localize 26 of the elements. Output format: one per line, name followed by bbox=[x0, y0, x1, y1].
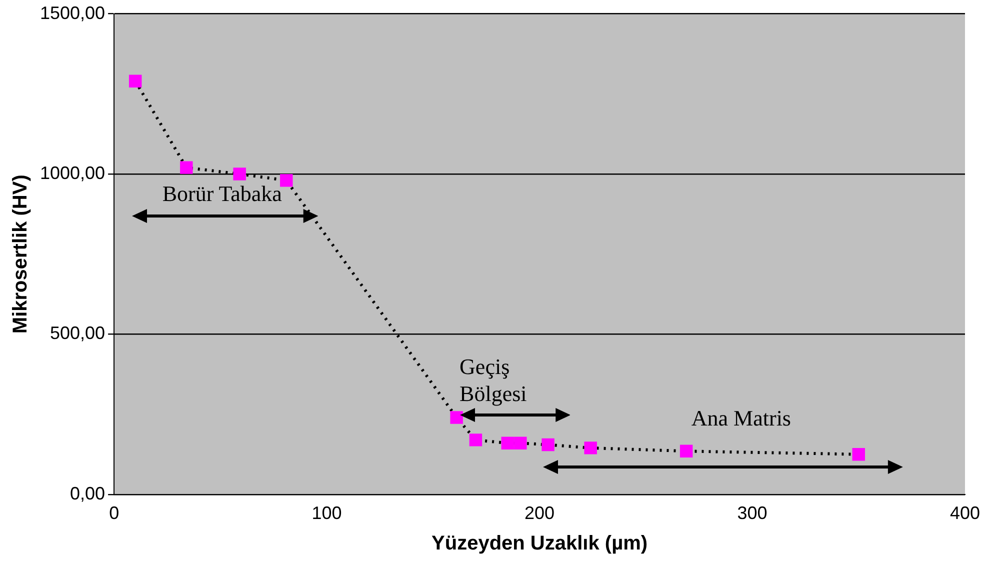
x-tick-label: 200 bbox=[524, 503, 555, 524]
x-tick-label: 100 bbox=[312, 503, 342, 524]
point bbox=[584, 442, 597, 454]
point bbox=[450, 411, 463, 424]
x-tick-label: 400 bbox=[950, 503, 980, 524]
point bbox=[680, 444, 693, 458]
point bbox=[180, 161, 193, 174]
y-tick-label: 1500,00 bbox=[40, 2, 106, 23]
point bbox=[501, 436, 514, 450]
annotation: Borür Tabaka bbox=[162, 180, 282, 206]
y-axis-title: Mikrosertlik (HV) bbox=[10, 174, 32, 334]
point bbox=[128, 74, 142, 88]
annotation: Ana Matris bbox=[691, 405, 791, 430]
y-tick-label: 1000,00 bbox=[40, 162, 106, 183]
point bbox=[542, 438, 554, 452]
point bbox=[469, 434, 482, 446]
point bbox=[514, 436, 527, 450]
x-axis-title: Yüzeyden Uzaklık (µm) bbox=[432, 532, 648, 555]
point bbox=[280, 174, 293, 187]
point bbox=[233, 168, 246, 180]
point bbox=[852, 448, 865, 461]
x-tick-label: 300 bbox=[737, 503, 768, 524]
y-tick-label: 0,00 bbox=[70, 483, 106, 504]
y-tick-label: 500,00 bbox=[50, 323, 106, 344]
annotation: Geçiş Bölgesi bbox=[460, 354, 527, 406]
x-tick-label: 0 bbox=[109, 503, 120, 524]
